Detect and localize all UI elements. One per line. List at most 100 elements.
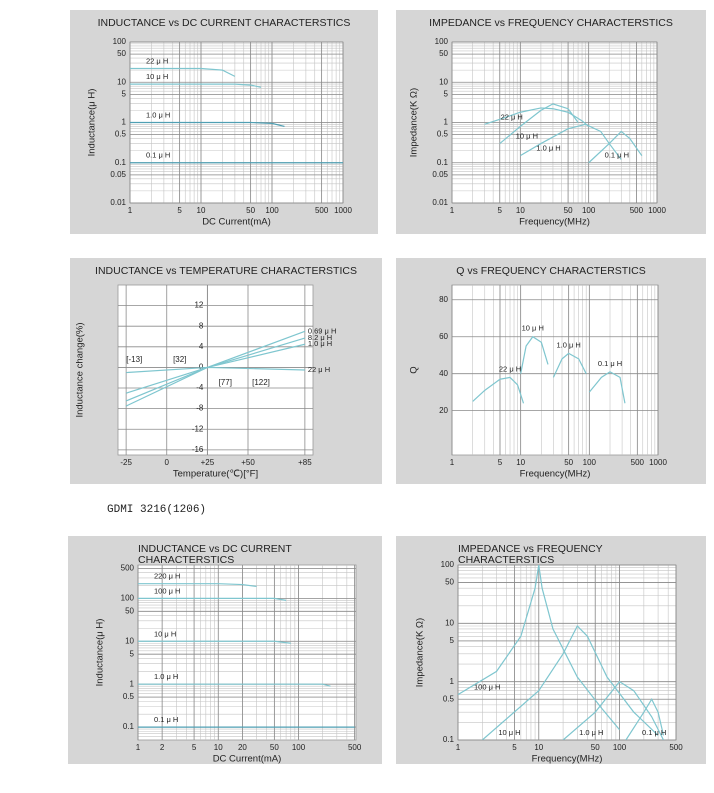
x-axis-label: Frequency(MHz) — [519, 217, 590, 228]
y-tick-label: -16 — [192, 445, 204, 454]
y-tick-label: 0.05 — [110, 170, 126, 179]
y-tick-label: 0.5 — [437, 130, 449, 139]
series-label: 0.1 μ H — [598, 359, 622, 368]
series-line — [458, 565, 621, 731]
y-tick-label: 5 — [122, 89, 127, 98]
series-label: 0.1 μ H — [154, 715, 178, 724]
x-tick-label: 100 — [613, 743, 627, 752]
x-tick-label: 10 — [534, 743, 543, 752]
chart-title: INDUCTANCE vs DC CURRENT CHARACTERSTICS — [98, 17, 351, 29]
y-tick-label: 0.01 — [110, 198, 126, 207]
y-tick-label: 5 — [130, 649, 135, 658]
y-tick-label: -12 — [192, 424, 204, 433]
y-tick-label: 8 — [199, 321, 204, 330]
series-line — [138, 597, 287, 601]
y-tick-label: 1 — [444, 118, 449, 127]
series-line — [625, 697, 665, 740]
x-tick-label: 5 — [498, 458, 503, 467]
plot-area — [451, 284, 659, 456]
series-label: 22 μ H — [146, 56, 168, 65]
y-tick-label: 60 — [439, 332, 448, 341]
series-line — [130, 83, 262, 88]
y-axis-label: Inductance(μ H) — [95, 619, 106, 687]
series-label: 1.0 μ H — [556, 340, 580, 349]
x-tick-label: 50 — [591, 743, 600, 752]
y-axis-label: Impedance(K Ω) — [415, 618, 426, 687]
y-tick-label: 0.01 — [432, 198, 448, 207]
series-label: 10 μ H — [154, 629, 176, 638]
chart-panel: 1 5 10 50 100 500 1000 20 40 60 80 22 μ H 10 μ H 1.0 … — [396, 258, 706, 484]
x-axis-label: Frequency(MHz) — [532, 754, 603, 765]
annotation: [122] — [252, 378, 270, 387]
x-tick-label: 1 — [450, 206, 455, 215]
series-line — [138, 640, 291, 644]
chart-title: IMPEDANCE vs FREQUENCY CHARACTERSTICS — [458, 543, 605, 566]
series-label: 1.0 μ H — [536, 144, 560, 153]
y-tick-label: 0.1 — [443, 735, 455, 744]
y-tick-label: 0.1 — [123, 722, 135, 731]
chart-title: Q vs FREQUENCY CHARACTERSTICS — [456, 265, 645, 277]
y-tick-label: 50 — [125, 606, 134, 615]
y-tick-label: 5 — [444, 89, 449, 98]
series-label: 8.2 μ H — [308, 333, 332, 342]
x-tick-label: 1000 — [334, 206, 352, 215]
chart-panel: 1 5 10 50 100 500 1000 0.01 0.05 0.1 0.5 1 5 10 50 100 2… — [70, 10, 378, 234]
series-label: 22 μ H — [501, 112, 523, 121]
plot-area — [117, 284, 314, 456]
x-tick-label: 20 — [238, 743, 247, 752]
series-line — [552, 352, 587, 378]
x-tick-label: +85 — [298, 458, 312, 467]
x-tick-label: +50 — [241, 458, 255, 467]
series-label: 22 μ H — [308, 365, 330, 374]
x-tick-label: 1000 — [648, 206, 666, 215]
x-tick-label: 1000 — [649, 458, 667, 467]
x-tick-label: 5 — [192, 743, 197, 752]
series-label: 220 μ H — [154, 572, 180, 581]
series-line — [138, 683, 331, 687]
chart-title: INDUCTANCE vs DC CURRENT CHARACTERSTICS — [138, 543, 295, 566]
y-tick-label: 10 — [445, 618, 454, 627]
caption: GDMI 3216(1206) — [107, 504, 206, 516]
x-tick-label: 10 — [516, 458, 525, 467]
y-axis-label: Inductance(μ H) — [87, 89, 98, 157]
x-tick-label: 500 — [631, 458, 645, 467]
x-axis-label: DC Current(mA) — [213, 754, 282, 765]
y-tick-label: 0.1 — [115, 158, 127, 167]
x-tick-label: 1 — [128, 206, 133, 215]
series-line — [472, 376, 525, 404]
series-line — [138, 583, 257, 588]
x-tick-label: +25 — [201, 458, 215, 467]
y-tick-label: 50 — [439, 49, 448, 58]
x-tick-label: 50 — [564, 458, 573, 467]
x-tick-label: 500 — [630, 206, 644, 215]
x-axis-label: Temperature(℃)[°F] — [173, 469, 258, 480]
x-tick-label: 5 — [177, 206, 182, 215]
chart-title: IMPEDANCE vs FREQUENCY CHARACTERSTICS — [429, 17, 673, 29]
series-line — [520, 335, 549, 374]
y-tick-label: 40 — [439, 369, 448, 378]
chart-panel: 1 5 10 50 100 500 0.1 0.5 1 5 10 50 100 100 μ H 10 μ H… — [396, 536, 706, 765]
x-tick-label: 500 — [315, 206, 329, 215]
series-label: 100 μ H — [474, 683, 500, 692]
series-label: 10 μ H — [516, 132, 538, 141]
chart-title: INDUCTANCE vs TEMPERATURE CHARACTERSTICS — [95, 265, 357, 277]
series-label: 0.1 μ H — [146, 151, 170, 160]
y-axis-label: Q — [409, 366, 420, 373]
x-tick-label: 100 — [582, 206, 596, 215]
series-label: 22 μ H — [499, 364, 521, 373]
chart-panel: -25 0 +25 +50 +85 12 8 4 0 -4 -8 -12 -16 0.69 μ H8.2 … — [70, 258, 382, 484]
y-tick-label: -8 — [196, 404, 204, 413]
series-label: 0.69 μ H — [308, 326, 337, 335]
x-tick-label: 1 — [450, 458, 455, 467]
y-tick-label: 10 — [125, 636, 134, 645]
x-tick-label: 100 — [583, 458, 597, 467]
x-tick-label: 50 — [270, 743, 279, 752]
x-tick-label: 100 — [292, 743, 306, 752]
x-tick-label: 2 — [160, 743, 165, 752]
x-tick-label: 10 — [516, 206, 525, 215]
series-label: 1.0 μ H — [579, 728, 603, 737]
y-tick-label: 50 — [445, 578, 454, 587]
series-label: 1.0 μ H — [308, 339, 332, 348]
x-tick-label: 50 — [246, 206, 255, 215]
